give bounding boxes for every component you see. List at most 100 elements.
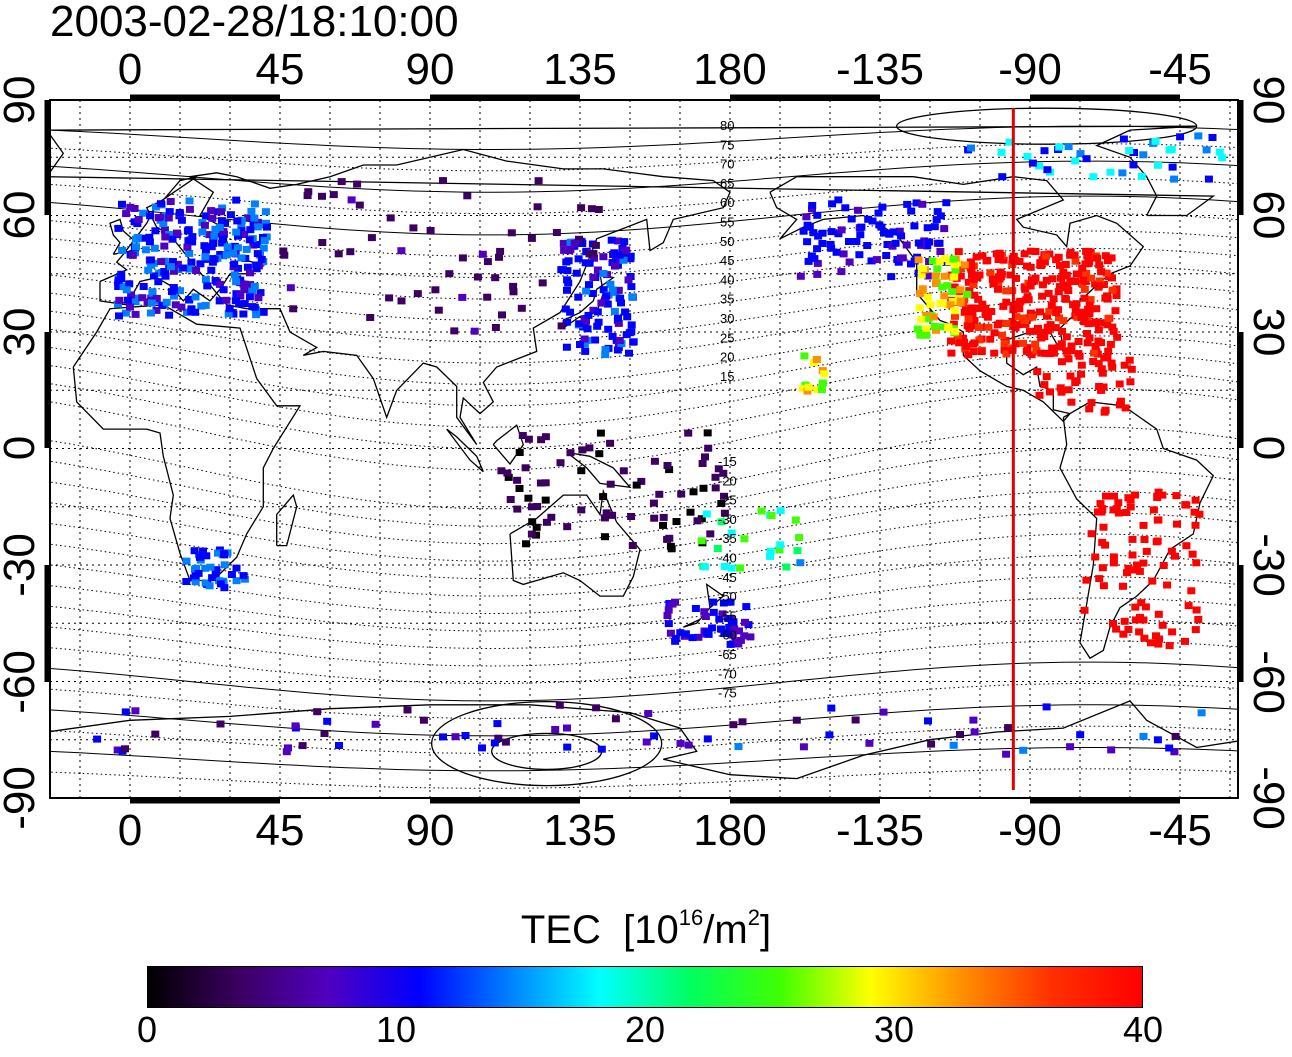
tec-cell [1044,327,1053,335]
tec-cell [809,229,818,237]
tec-cell [828,200,837,208]
tec-cell [624,276,633,284]
tec-cell [445,270,454,278]
tec-cell [649,499,658,507]
tec-cell [1057,340,1066,348]
colorbar-tick-label: 0 [136,1009,158,1050]
tec-cell [1012,313,1021,321]
top-longitude-label: 45 [256,45,305,94]
tec-cell [1023,344,1032,352]
tec-cell [593,266,602,274]
tec-cell [1095,575,1104,583]
tec-cell [1142,547,1151,555]
contour-label-south: -70 [718,666,737,681]
tec-cell [1066,277,1075,285]
tec-cell [173,260,182,268]
tec-cell [1154,516,1163,524]
tec-cell [313,708,322,716]
tec-cell [496,247,505,255]
tec-cell [983,256,992,264]
tec-cell [157,258,166,266]
tec-cell [1038,281,1047,289]
tec-cell [1090,349,1098,357]
tec-cell [717,518,726,526]
tec-cell [563,267,572,275]
tec-cell [720,492,728,500]
contour-line [50,640,1238,684]
tec-cell [1094,282,1103,290]
tec-cell [1215,148,1224,156]
tec-cell [208,258,217,266]
tec-cell [1181,637,1189,645]
tec-cell [704,444,713,452]
tec-cell [1042,276,1051,284]
tec-cell [967,144,975,152]
tec-cell [717,625,725,633]
tec-cell [253,223,262,231]
tec-cell [628,542,637,549]
top-longitude-label: 0 [118,45,142,94]
tec-cell [1040,147,1049,155]
tec-cell [126,303,134,311]
tec-cell [1136,613,1144,621]
right-latitude-label: -90 [1244,766,1292,830]
tec-cell [1015,258,1024,265]
tec-cell [724,615,733,622]
tec-cell [1100,319,1109,327]
right-latitude-label: 0 [1244,436,1292,460]
tec-cell [1031,248,1040,255]
tec-cell [115,296,124,304]
tec-cell [584,311,593,319]
tec-cell [246,226,255,234]
tec-cell [507,229,516,237]
tec-cell [215,223,224,231]
tec-cell [627,513,636,520]
contour-line [50,426,1238,510]
tec-cell [676,629,685,637]
tec-cell [1046,350,1055,357]
tec-cell [1073,313,1082,321]
tec-cell [1011,324,1020,332]
tec-cell [932,216,941,224]
contour-label-south: -50 [718,589,737,604]
tec-cell [950,273,959,281]
tec-cell [713,545,722,552]
tec-cell [451,733,460,741]
tec-cell [868,217,877,225]
tec-cell [970,317,979,324]
tec-cell [1084,260,1093,268]
tec-cell [132,243,140,251]
tec-cell [1067,342,1076,350]
tec-cell [1045,388,1054,396]
tec-cell [208,255,216,263]
tec-cell [185,197,194,205]
tec-cell [814,232,823,240]
tec-cell [995,319,1004,327]
tec-cell [196,553,204,561]
tec-cell [240,286,249,294]
contour-loop [431,700,663,787]
tec-cell [1005,138,1014,146]
tec-cell [1076,731,1085,739]
tec-world-map: 80 75 70 65 60 55 50 45 40 35 30 25 20 15 -15 -20 -25 -30… [0,45,1292,855]
tec-cell [555,701,564,709]
tec-cell [701,453,709,461]
tec-cell [882,252,891,259]
top-longitude-label: 180 [693,45,766,94]
tec-cell [1130,149,1138,156]
tec-cell [719,469,728,477]
tec-cell [263,223,271,231]
tec-cell [688,634,697,642]
tec-cell [386,214,395,222]
tec-cell [1194,616,1203,623]
tec-cell [177,303,186,311]
tec-cell [812,356,821,363]
tec-cell [599,253,608,261]
tec-cell [212,566,221,574]
tec-cell [244,214,252,222]
tec-cell [201,246,210,254]
tec-cell [237,216,246,224]
tec-cell [1128,535,1137,543]
tec-cell [190,547,199,555]
tec-cell [965,325,974,332]
